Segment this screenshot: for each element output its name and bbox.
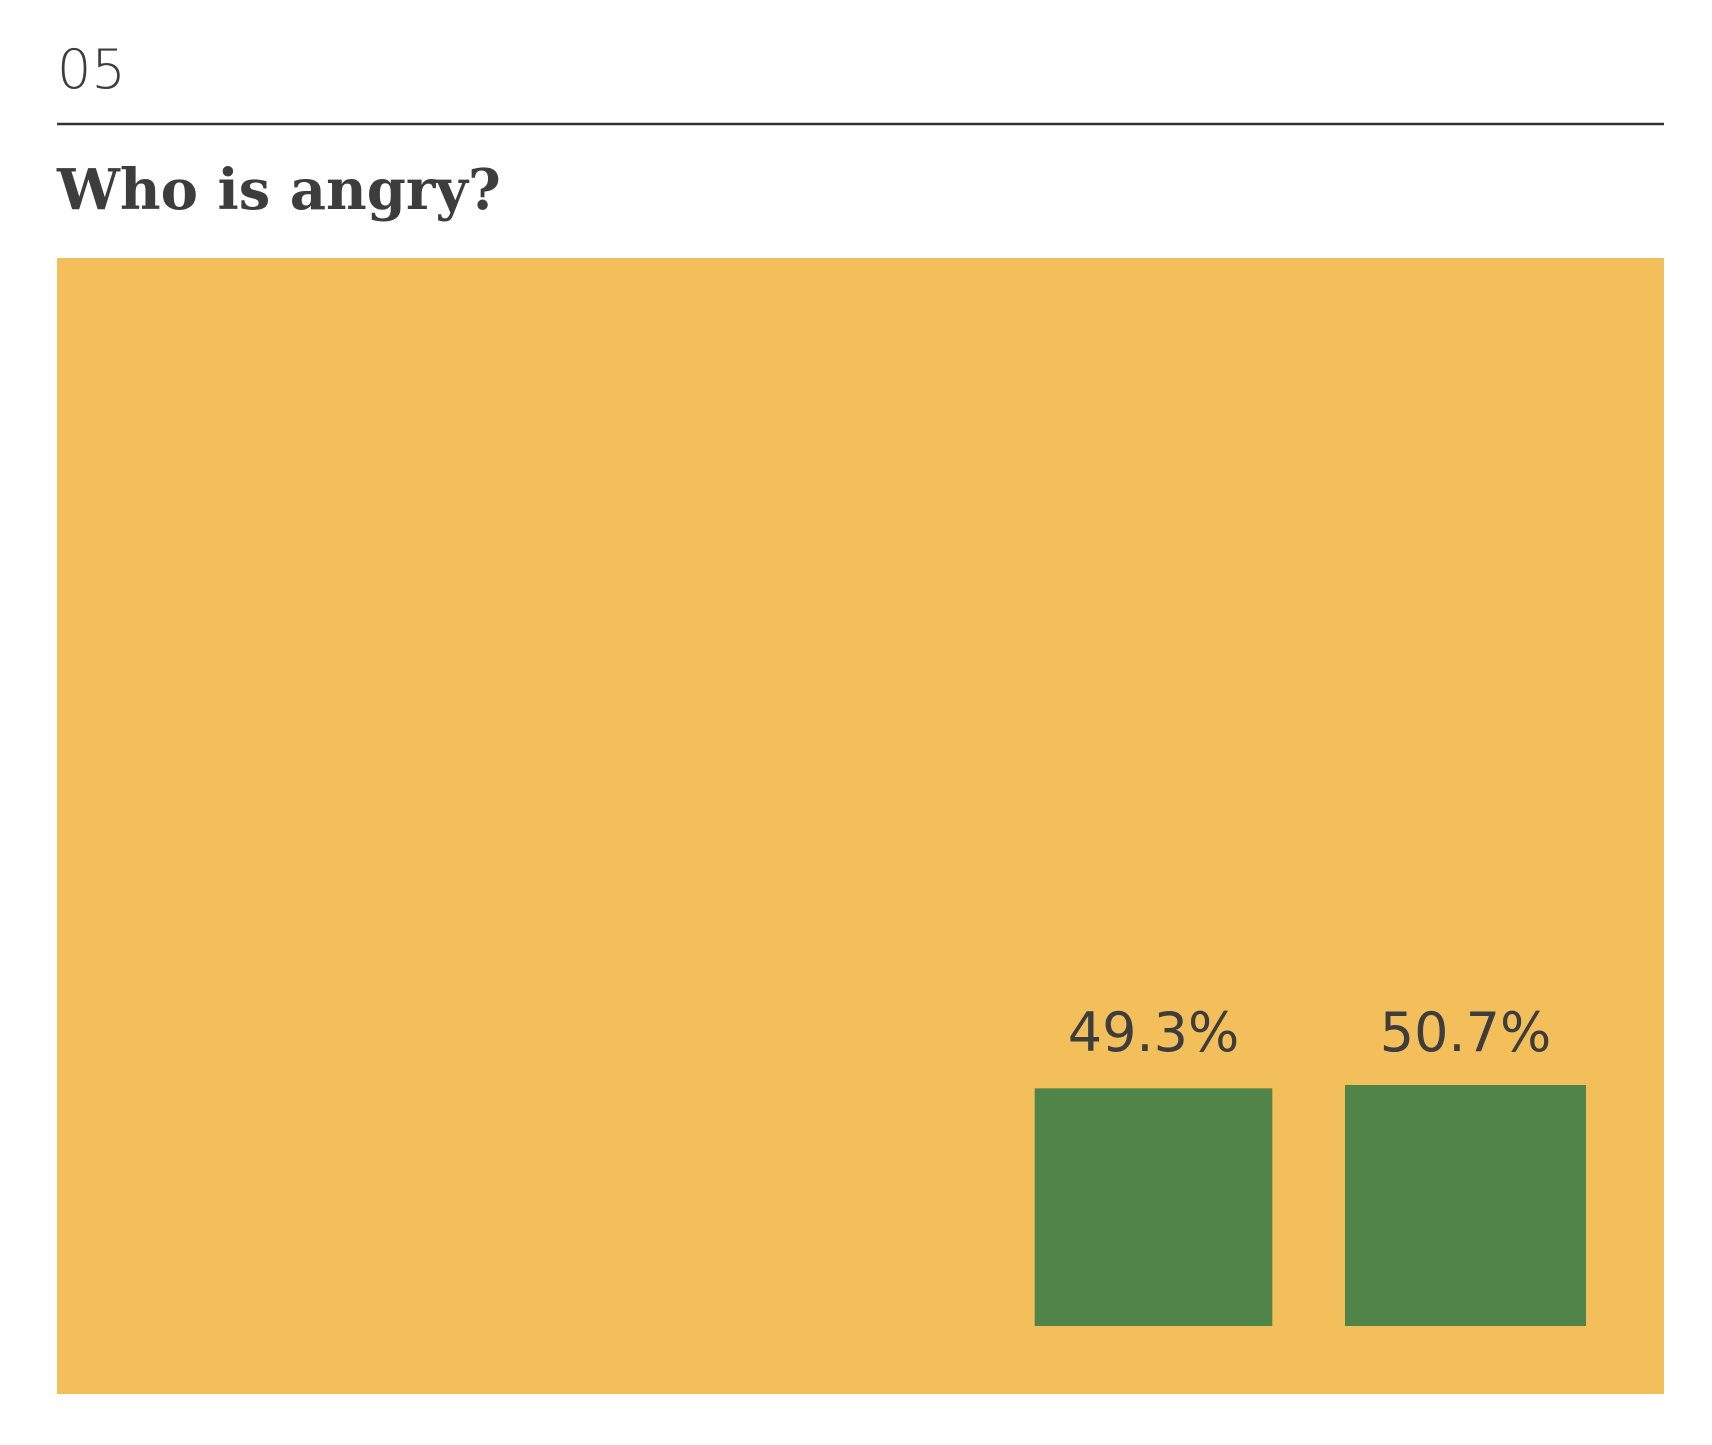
value-label: 50.7%: [1380, 1001, 1552, 1064]
value-label: 49.3%: [1068, 1001, 1240, 1064]
chart-title: Who is angry?: [56, 157, 501, 223]
square: [1345, 1085, 1586, 1326]
square: [1034, 1088, 1273, 1326]
section-number: 05: [57, 38, 126, 101]
